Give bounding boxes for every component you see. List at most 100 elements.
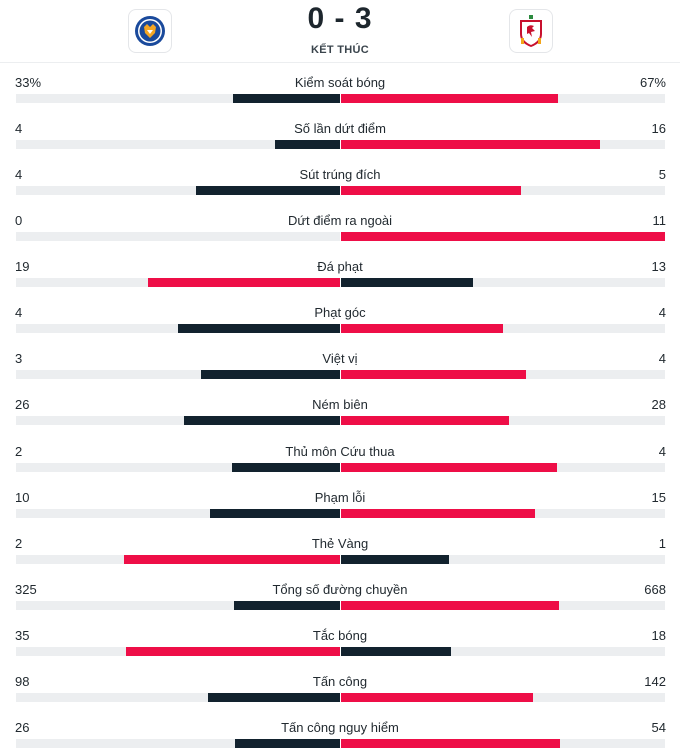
home-stat-bar-fill (232, 462, 340, 472)
home-stat-bar-track (16, 232, 340, 242)
home-stat-bar-fill (196, 186, 340, 196)
away-stat-value: 4 (658, 351, 666, 367)
home-stat-bar-track (16, 416, 340, 426)
away-stat-value: 18 (651, 627, 666, 643)
home-stat-value: 3 (15, 351, 23, 367)
away-stat-bar-fill (341, 692, 533, 702)
home-stat-bar-track (16, 94, 340, 103)
home-stat-value: 4 (15, 121, 23, 137)
home-stat-value: 10 (15, 489, 30, 505)
home-stat-bar-fill (275, 140, 340, 150)
home-stat-value: 33% (15, 75, 42, 90)
away-stat-bar-track (341, 646, 665, 656)
home-stat-bar-track (16, 278, 340, 288)
away-stat-bar-track (341, 140, 665, 150)
away-stat-bar-track (341, 370, 665, 380)
stat-label: Sút trúng đích (299, 167, 381, 183)
liverpool-liverbird-crest-icon (520, 15, 542, 47)
home-stat-bar-track (16, 554, 340, 564)
stat-row: 26 Ném biên 28 (0, 387, 680, 433)
away-stat-bar-fill (341, 646, 452, 656)
home-stat-bar-track (16, 508, 340, 518)
away-stat-value: 54 (651, 719, 666, 735)
away-stat-value: 15 (651, 489, 666, 505)
away-stat-bar-track (341, 186, 665, 196)
away-stat-value: 28 (651, 397, 666, 413)
away-stat-bar-track (341, 738, 665, 748)
home-team-logo[interactable] (128, 9, 172, 53)
home-stat-bar-fill (234, 600, 340, 610)
away-stat-value: 4 (658, 305, 666, 321)
home-stat-bar-track (16, 462, 340, 472)
home-stat-value: 4 (15, 167, 23, 183)
away-stat-bar-fill (341, 416, 510, 426)
match-score: 0 - 3 (307, 2, 373, 35)
home-stat-value: 35 (15, 627, 30, 643)
stat-row: 4 Phạt góc 4 (0, 295, 680, 341)
away-stat-bar-fill (341, 370, 526, 380)
away-stat-bar-track (341, 94, 665, 103)
stat-row: 10 Phạm lỗi 15 (0, 480, 680, 526)
home-stat-bar-fill (147, 278, 340, 288)
away-stat-value: 4 (658, 443, 666, 459)
home-stat-bar-fill (201, 370, 340, 380)
stat-row: 19 Đá phạt 13 (0, 249, 680, 295)
home-stat-bar-fill (234, 738, 340, 748)
stat-label: Tắc bóng (312, 627, 368, 643)
stat-label: Tấn công (312, 673, 368, 689)
home-stat-value: 0 (15, 213, 23, 229)
home-stat-bar-fill (210, 508, 340, 518)
away-stat-value: 668 (644, 581, 666, 597)
home-stat-bar-track (16, 692, 340, 702)
away-stat-bar-fill (341, 186, 522, 196)
away-stat-bar-track (341, 232, 665, 242)
away-stat-bar-fill (341, 232, 665, 242)
away-stat-value: 67% (639, 75, 666, 90)
match-status: KẾT THÚC (310, 44, 369, 56)
away-stat-bar-track (341, 554, 665, 564)
home-stat-value: 2 (15, 535, 23, 551)
stat-row: 2 Thủ môn Cứu thua 4 (0, 434, 680, 480)
stat-label: Kiểm soát bóng (294, 75, 386, 90)
stat-label: Đá phạt (317, 259, 363, 275)
away-stat-bar-fill (341, 278, 473, 288)
away-stat-bar-track (341, 278, 665, 288)
stat-row: 33% Kiểm soát bóng 67% (0, 65, 680, 111)
away-stat-bar-track (341, 692, 665, 702)
away-stat-bar-fill (341, 600, 560, 610)
away-stat-bar-track (341, 508, 665, 518)
home-stat-value: 4 (15, 305, 23, 321)
leicester-fox-crest-icon (135, 16, 165, 46)
away-stat-value: 13 (651, 259, 666, 275)
stat-row: 4 Sút trúng đích 5 (0, 157, 680, 203)
stat-label: Thẻ Vàng (311, 535, 369, 551)
home-stat-bar-fill (207, 692, 340, 702)
home-stat-value: 325 (15, 581, 37, 597)
away-stat-value: 5 (658, 167, 666, 183)
away-stat-bar-track (341, 416, 665, 426)
stat-label: Số lần dứt điểm (294, 121, 386, 137)
away-stat-value: 16 (651, 121, 666, 137)
away-stat-bar-track (341, 324, 665, 334)
home-stat-bar-fill (126, 646, 340, 656)
stat-row: 35 Tắc bóng 18 (0, 618, 680, 664)
away-stat-bar-fill (341, 324, 503, 334)
stat-row: 0 Dứt điểm ra ngoài 11 (0, 203, 680, 249)
away-team-logo[interactable] (509, 9, 553, 53)
away-stat-bar-fill (341, 94, 559, 103)
stat-label: Phạt góc (314, 305, 366, 321)
home-stat-bar-track (16, 646, 340, 656)
away-stat-bar-fill (341, 508, 536, 518)
home-stat-value: 26 (15, 719, 30, 735)
away-stat-bar-fill (341, 738, 560, 748)
home-stat-bar-fill (233, 94, 340, 103)
away-stat-bar-fill (341, 462, 558, 472)
home-stat-value: 19 (15, 259, 30, 275)
home-stat-value: 2 (15, 443, 23, 459)
away-stat-bar-fill (341, 554, 449, 564)
stat-label: Tổng số đường chuyền (272, 581, 408, 597)
home-stat-bar-track (16, 140, 340, 150)
stat-label: Dứt điểm ra ngoài (287, 213, 393, 229)
home-stat-bar-fill (184, 416, 340, 426)
stat-row: 4 Số lần dứt điểm 16 (0, 111, 680, 157)
